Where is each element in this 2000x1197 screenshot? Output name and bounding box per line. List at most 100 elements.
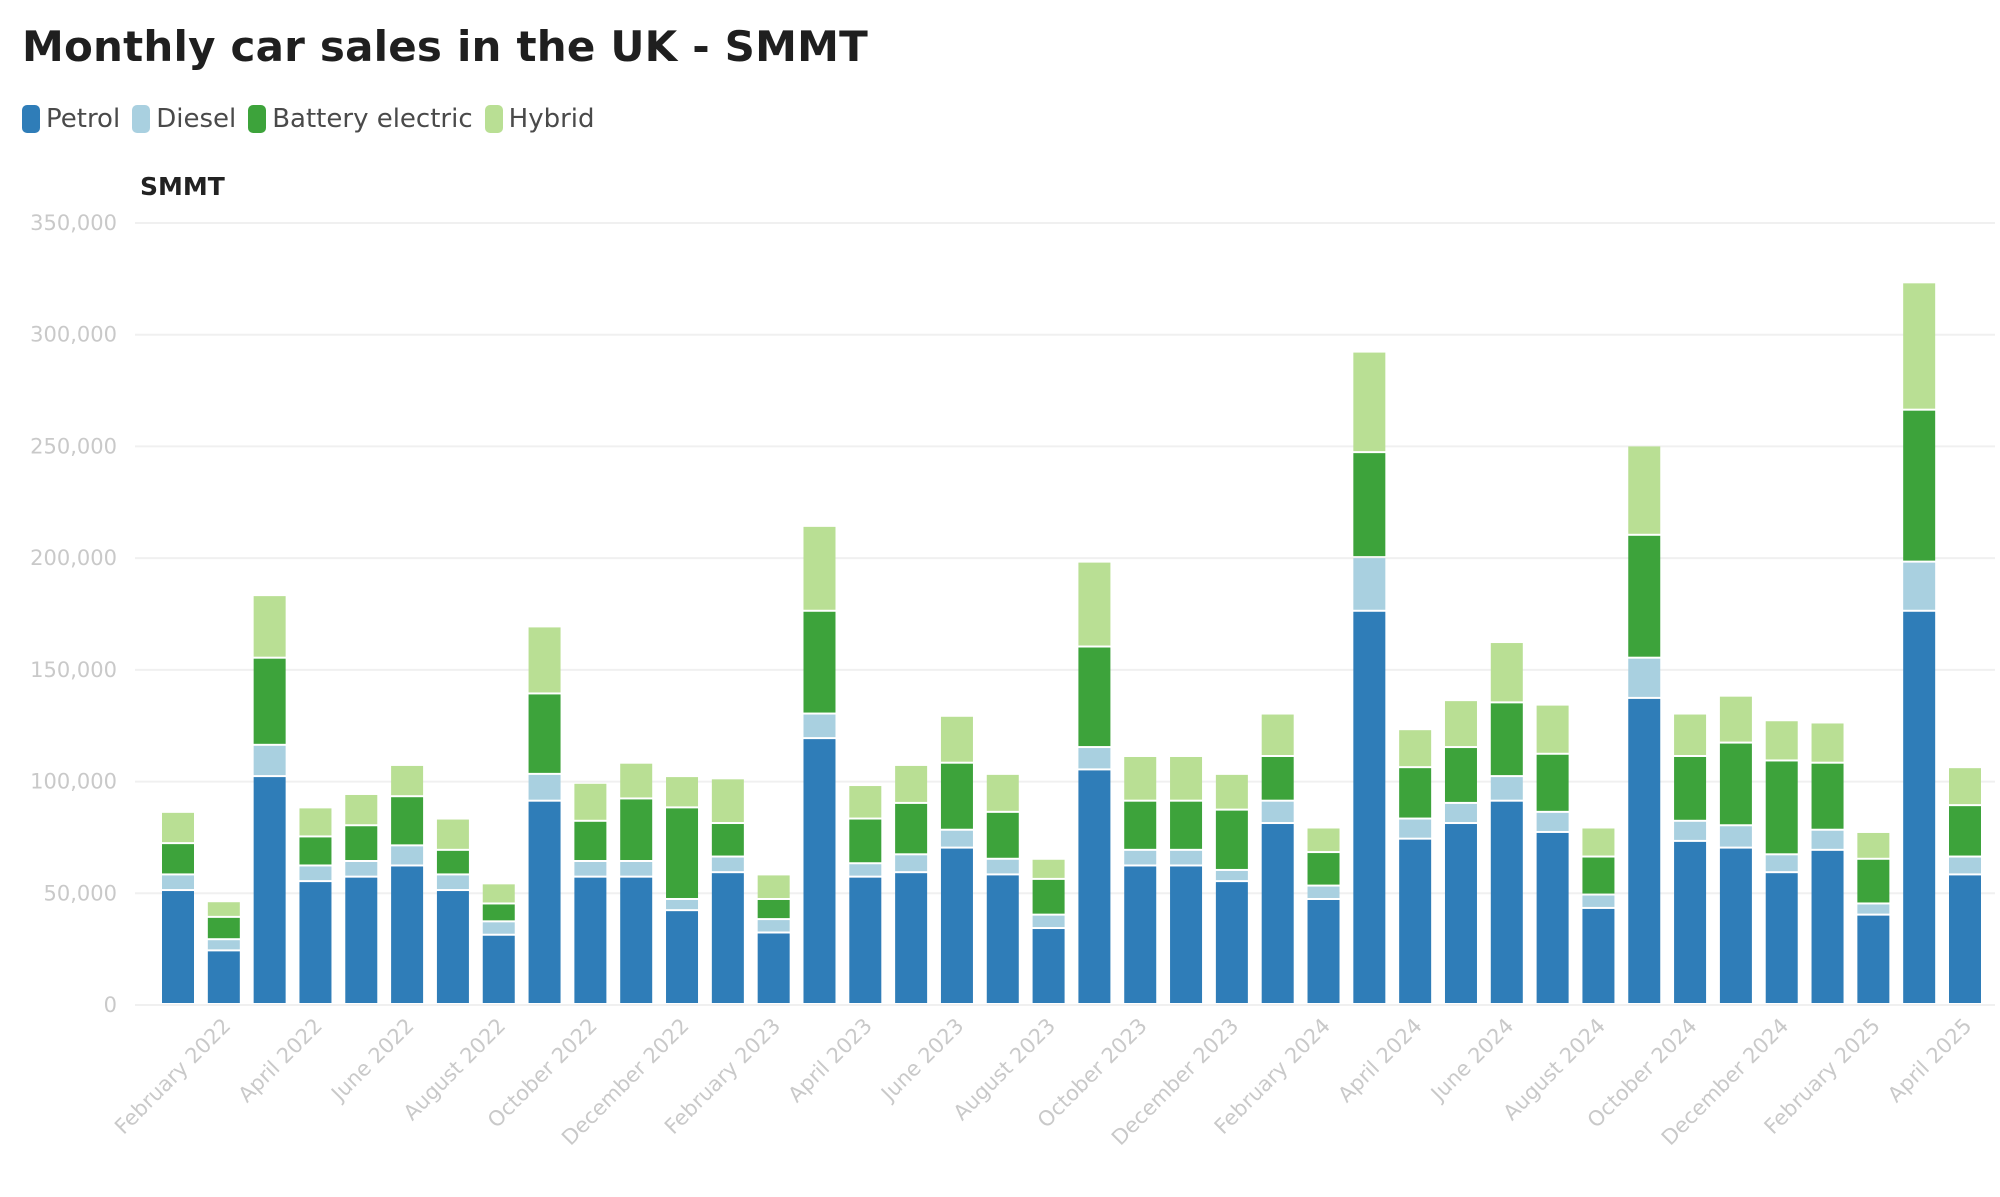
bar-stack[interactable]: [253, 596, 286, 1003]
bar-segment-diesel[interactable]: [1857, 904, 1890, 914]
bar-stack[interactable]: [391, 765, 424, 1003]
bar-segment-diesel[interactable]: [162, 875, 194, 890]
bar-segment-battery-electric[interactable]: [574, 821, 607, 861]
bar-segment-hybrid[interactable]: [1032, 859, 1065, 878]
bar-segment-diesel[interactable]: [1628, 658, 1661, 697]
bar-segment-hybrid[interactable]: [1124, 756, 1157, 800]
bar-segment-hybrid[interactable]: [1719, 696, 1752, 742]
bar-stack[interactable]: [1949, 768, 1981, 1003]
bar-segment-petrol[interactable]: [1719, 848, 1752, 1003]
bar-segment-petrol[interactable]: [207, 951, 240, 1003]
bar-segment-petrol[interactable]: [1399, 839, 1432, 1003]
bar-segment-diesel[interactable]: [940, 830, 973, 847]
bar-segment-diesel[interactable]: [482, 922, 515, 934]
bar-segment-hybrid[interactable]: [1582, 828, 1615, 856]
bar-stack[interactable]: [620, 763, 653, 1003]
bar-segment-battery-electric[interactable]: [1490, 703, 1523, 776]
bar-segment-petrol[interactable]: [1490, 801, 1523, 1003]
bar-segment-petrol[interactable]: [299, 882, 332, 1003]
bar-segment-petrol[interactable]: [162, 891, 194, 1003]
bar-segment-hybrid[interactable]: [1765, 721, 1798, 760]
bar-segment-hybrid[interactable]: [895, 765, 928, 802]
bar-segment-petrol[interactable]: [1444, 824, 1477, 1003]
bar-segment-hybrid[interactable]: [574, 783, 607, 820]
bar-segment-hybrid[interactable]: [207, 902, 240, 916]
bar-segment-petrol[interactable]: [482, 935, 515, 1003]
bar-segment-diesel[interactable]: [1261, 801, 1294, 823]
bar-segment-petrol[interactable]: [1536, 832, 1569, 1003]
bar-segment-diesel[interactable]: [436, 875, 469, 890]
bar-segment-diesel[interactable]: [345, 862, 378, 876]
bar-segment-petrol[interactable]: [1628, 698, 1661, 1003]
bar-segment-hybrid[interactable]: [1811, 723, 1844, 762]
bar-segment-petrol[interactable]: [1765, 873, 1798, 1003]
bar-segment-diesel[interactable]: [666, 899, 699, 910]
bar-segment-battery-electric[interactable]: [757, 899, 790, 919]
bar-segment-diesel[interactable]: [528, 774, 561, 800]
bar-segment-battery-electric[interactable]: [1078, 647, 1111, 747]
bar-segment-battery-electric[interactable]: [1674, 756, 1707, 820]
bar-stack[interactable]: [1444, 701, 1477, 1003]
bar-segment-diesel[interactable]: [1444, 803, 1477, 823]
bar-stack[interactable]: [895, 765, 928, 1003]
bar-segment-hybrid[interactable]: [1444, 701, 1477, 747]
bar-segment-diesel[interactable]: [1903, 562, 1936, 610]
bar-segment-hybrid[interactable]: [803, 526, 836, 610]
bar-segment-petrol[interactable]: [1582, 908, 1615, 1003]
bar-segment-battery-electric[interactable]: [1353, 453, 1386, 557]
bar-segment-hybrid[interactable]: [666, 777, 699, 807]
bar-stack[interactable]: [1307, 828, 1340, 1003]
bar-segment-hybrid[interactable]: [986, 774, 1019, 811]
bar-segment-petrol[interactable]: [574, 877, 607, 1003]
bar-segment-hybrid[interactable]: [1536, 705, 1569, 753]
bar-segment-petrol[interactable]: [1949, 875, 1981, 1003]
bar-segment-hybrid[interactable]: [711, 779, 744, 823]
bar-segment-battery-electric[interactable]: [1124, 801, 1157, 849]
bar-segment-petrol[interactable]: [620, 877, 653, 1003]
bar-segment-diesel[interactable]: [1124, 850, 1157, 865]
bar-segment-hybrid[interactable]: [391, 765, 424, 796]
bar-segment-battery-electric[interactable]: [803, 611, 836, 713]
bar-stack[interactable]: [299, 808, 332, 1003]
bar-stack[interactable]: [162, 812, 194, 1003]
bar-segment-petrol[interactable]: [986, 875, 1019, 1003]
bar-segment-diesel[interactable]: [711, 857, 744, 872]
bar-stack[interactable]: [482, 884, 515, 1003]
bar-segment-battery-electric[interactable]: [849, 819, 882, 863]
bar-stack[interactable]: [757, 875, 790, 1003]
bar-segment-diesel[interactable]: [849, 864, 882, 876]
bar-segment-diesel[interactable]: [803, 714, 836, 738]
bar-segment-battery-electric[interactable]: [1765, 761, 1798, 854]
bar-segment-hybrid[interactable]: [482, 884, 515, 903]
bar-stack[interactable]: [1353, 352, 1386, 1003]
bar-stack[interactable]: [1261, 714, 1294, 1003]
bar-stack[interactable]: [1903, 283, 1936, 1003]
bar-segment-diesel[interactable]: [253, 745, 286, 776]
bar-segment-battery-electric[interactable]: [253, 658, 286, 744]
bar-segment-hybrid[interactable]: [162, 812, 194, 843]
bar-segment-hybrid[interactable]: [345, 794, 378, 825]
bar-stack[interactable]: [574, 783, 607, 1003]
bar-segment-hybrid[interactable]: [1215, 774, 1248, 809]
bar-segment-battery-electric[interactable]: [1261, 756, 1294, 800]
bar-segment-battery-electric[interactable]: [1582, 857, 1615, 894]
bar-segment-battery-electric[interactable]: [1811, 763, 1844, 829]
bar-segment-battery-electric[interactable]: [1903, 410, 1936, 561]
bar-segment-diesel[interactable]: [391, 846, 424, 865]
bar-stack[interactable]: [528, 627, 561, 1003]
bar-segment-hybrid[interactable]: [1490, 643, 1523, 702]
bar-segment-diesel[interactable]: [1399, 819, 1432, 838]
bar-segment-hybrid[interactable]: [1903, 283, 1936, 409]
bar-stack[interactable]: [1582, 828, 1615, 1003]
bar-segment-diesel[interactable]: [895, 855, 928, 872]
bar-segment-hybrid[interactable]: [528, 627, 561, 693]
bar-segment-petrol[interactable]: [1170, 866, 1203, 1003]
bar-segment-diesel[interactable]: [757, 920, 790, 932]
bar-segment-petrol[interactable]: [895, 873, 928, 1003]
bar-segment-diesel[interactable]: [1353, 558, 1386, 610]
bar-stack[interactable]: [1032, 859, 1065, 1003]
bar-segment-petrol[interactable]: [1078, 770, 1111, 1003]
bar-stack[interactable]: [1628, 446, 1661, 1003]
bar-stack[interactable]: [849, 786, 882, 1003]
legend-item-battery-electric[interactable]: Battery electric: [248, 104, 473, 134]
